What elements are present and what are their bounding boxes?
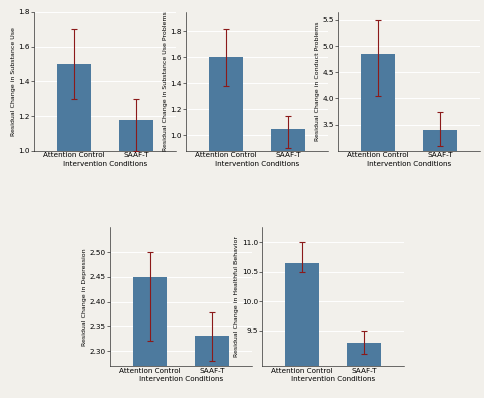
Y-axis label: Residual Change in Depression: Residual Change in Depression [82,248,87,345]
Bar [422,130,456,151]
X-axis label: Intervention Conditions: Intervention Conditions [366,161,450,167]
Bar [195,336,228,366]
Bar [361,54,394,151]
Y-axis label: Residual Change in Substance Use Problems: Residual Change in Substance Use Problem… [162,12,167,151]
Bar [271,129,304,151]
X-axis label: Intervention Conditions: Intervention Conditions [214,161,299,167]
Y-axis label: Residual Change in Conduct Problems: Residual Change in Conduct Problems [314,21,319,141]
Y-axis label: Residual Change in Healthful Behavior: Residual Change in Healthful Behavior [233,236,239,357]
Bar [119,119,152,151]
Bar [133,277,167,366]
Bar [209,57,242,151]
X-axis label: Intervention Conditions: Intervention Conditions [290,377,375,382]
Bar [285,263,318,366]
Bar [346,343,380,366]
X-axis label: Intervention Conditions: Intervention Conditions [63,161,147,167]
Y-axis label: Residual Change in Substance Use: Residual Change in Substance Use [11,27,15,136]
Bar [57,64,91,151]
X-axis label: Intervention Conditions: Intervention Conditions [138,377,223,382]
